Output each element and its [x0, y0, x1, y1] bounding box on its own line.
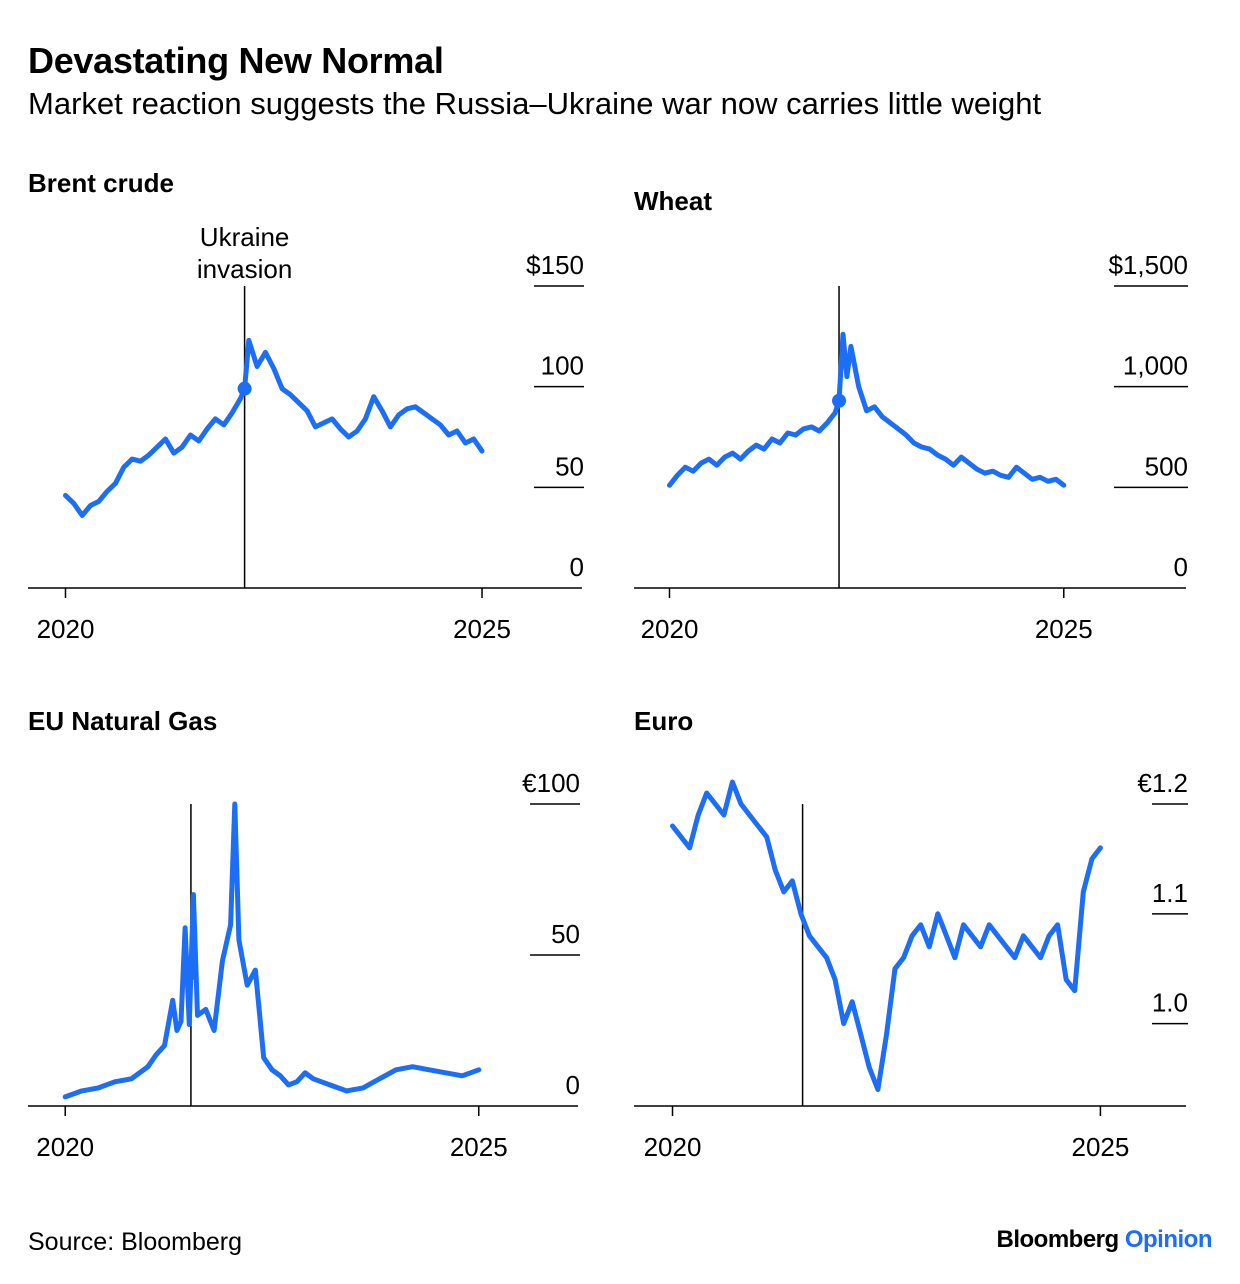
x-tick-label: 2025 — [1071, 1132, 1129, 1162]
annotation-label: Ukraine — [200, 222, 290, 252]
annotation-label: invasion — [197, 254, 292, 284]
brand-logo: Bloomberg Opinion — [997, 1226, 1213, 1254]
page-subtitle: Market reaction suggests the Russia–Ukra… — [28, 86, 1042, 121]
y-tick-label: 50 — [551, 919, 580, 949]
y-tick-label: 1,000 — [1123, 351, 1188, 381]
y-tick-label: 500 — [1145, 451, 1188, 481]
y-tick-label: 50 — [555, 451, 584, 481]
series-line — [670, 779, 1103, 1092]
y-tick-label: €1.2 — [1137, 768, 1188, 798]
x-tick-label: 2020 — [641, 614, 699, 644]
panel-title-gas: EU Natural Gas — [28, 706, 218, 736]
y-tick-label: 1.1 — [1152, 878, 1188, 908]
source-note: Source: Bloomberg — [28, 1228, 243, 1256]
page-title: Devastating New Normal — [28, 40, 444, 81]
x-tick-label: 2020 — [36, 1132, 94, 1162]
series-line — [63, 337, 485, 518]
invasion-point — [183, 966, 198, 981]
series-line — [62, 801, 482, 1100]
invasion-point — [832, 393, 847, 408]
y-tick-label: €100 — [522, 768, 580, 798]
y-tick-label: 0 — [566, 1070, 580, 1100]
series-line — [667, 331, 1067, 488]
y-tick-label: $1,500 — [1108, 250, 1188, 280]
y-tick-label: 0 — [1174, 552, 1188, 582]
y-tick-label: 1.0 — [1152, 988, 1188, 1018]
x-tick-label: 2025 — [1035, 614, 1093, 644]
y-tick-label: $150 — [526, 250, 584, 280]
invasion-point — [237, 381, 252, 396]
x-tick-label: 2020 — [37, 614, 95, 644]
panel-title-brent: Brent crude — [28, 168, 174, 198]
brand-suffix: Opinion — [1124, 1226, 1213, 1253]
panel-title-wheat: Wheat — [634, 186, 712, 216]
y-tick-label: 0 — [570, 552, 584, 582]
x-tick-label: 2025 — [450, 1132, 508, 1162]
brand-name: Bloomberg — [996, 1226, 1120, 1253]
panel-title-euro: Euro — [634, 706, 694, 736]
x-tick-label: 2020 — [644, 1132, 702, 1162]
y-tick-label: 100 — [541, 351, 584, 381]
x-tick-label: 2025 — [453, 614, 511, 644]
